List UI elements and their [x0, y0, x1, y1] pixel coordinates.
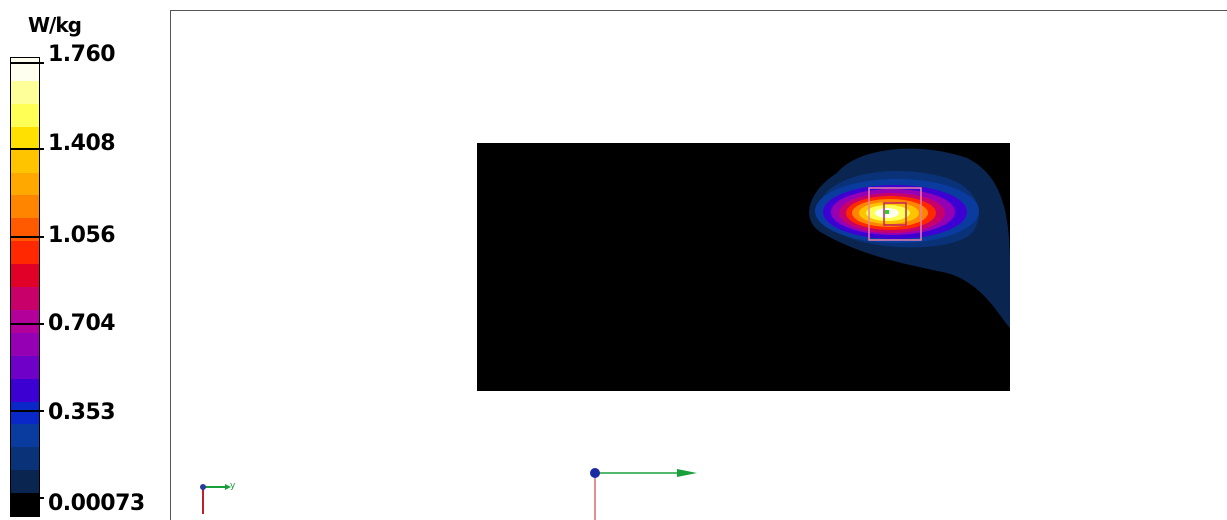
sar-heatmap-plot [477, 143, 1010, 391]
small-y-label: y [230, 481, 236, 491]
colorbar-segment [11, 264, 39, 288]
colorbar-tick-label: 0.353 [48, 400, 116, 425]
colorbar-tick [10, 410, 44, 412]
colorbar [10, 57, 40, 517]
colorbar-segment [11, 355, 39, 379]
colorbar-tick-label: 0.704 [48, 311, 116, 336]
colorbar-segment [11, 401, 39, 425]
small-origin [200, 484, 206, 490]
colorbar-segment [11, 309, 39, 333]
zoom-scan-outer-box [868, 187, 922, 241]
colorbar-tick-label: 1.760 [48, 42, 116, 67]
colorbar-segment [11, 172, 39, 196]
colorbar-tick [10, 497, 44, 499]
colorbar-segment [11, 378, 39, 402]
colorbar-tick [10, 236, 44, 238]
colorbar-segment [11, 241, 39, 265]
orientation-triad-small: y [200, 481, 236, 514]
zoom-scan-inner-box [883, 202, 907, 226]
colorbar-segment [11, 470, 39, 494]
colorbar-segment [11, 103, 39, 127]
colorbar-segment [11, 195, 39, 219]
main-origin [590, 468, 600, 478]
colorbar-segment [11, 424, 39, 448]
peak-marker [885, 210, 889, 214]
colorbar-segment [11, 287, 39, 310]
colorbar-tick-label: 0.00073 [48, 491, 145, 516]
colorbar-tick [10, 323, 44, 325]
colorbar-tick [10, 62, 44, 64]
colorbar-segment [11, 149, 39, 173]
colorbar-segment [11, 332, 39, 356]
colorbar-tick [10, 148, 44, 150]
main-y-arrow [677, 469, 697, 477]
colorbar-segment [11, 218, 39, 242]
colorbar-unit-label: W/kg [28, 13, 82, 37]
orientation-triad-main [590, 468, 697, 520]
colorbar-tick-label: 1.056 [48, 223, 116, 248]
colorbar-segment [11, 80, 39, 104]
colorbar-tick-label: 1.408 [48, 131, 116, 156]
colorbar-segment [11, 447, 39, 471]
colorbar-segment [11, 126, 39, 150]
small-y-arrow [225, 484, 231, 490]
